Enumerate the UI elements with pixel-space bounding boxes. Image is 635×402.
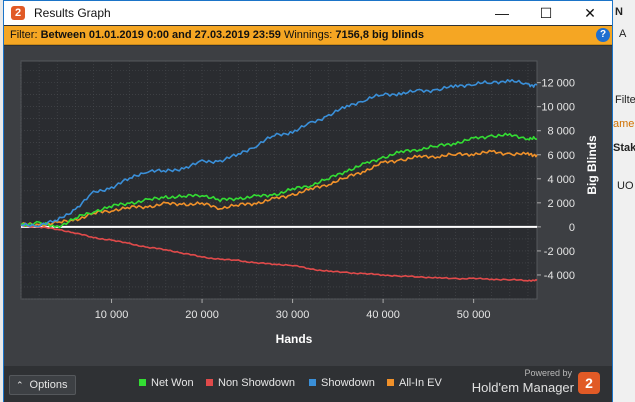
help-icon[interactable]: ? (596, 28, 610, 42)
background-text-stak: Stak (613, 142, 635, 154)
powered-by-text: Powered by (524, 368, 572, 378)
filter-summary: Filter: Between 01.01.2019 0:00 and 27.0… (10, 29, 424, 41)
legend-item-net-won[interactable]: Net Won (139, 377, 194, 389)
brand-block: Powered by Hold'em Manager 2 (471, 367, 606, 401)
winnings-value: 7156,8 big blinds (335, 29, 424, 41)
winnings-label: Winnings: (283, 29, 333, 41)
y-tick-label: -4 000 (544, 270, 575, 282)
legend-label-non-showdown: Non Showdown (218, 377, 296, 389)
y-tick-label: 6 000 (547, 150, 575, 162)
series-line-allin-ev (20, 149, 538, 227)
x-tick-label: 20 000 (185, 309, 219, 321)
legend-swatch-allin-ev (387, 379, 394, 386)
legend-swatch-net-won (139, 379, 146, 386)
close-button[interactable]: ✕ (584, 5, 596, 21)
brand-name: Hold'em Manager (471, 380, 574, 395)
y-tick-label: 0 (569, 222, 575, 234)
plot-background (20, 60, 538, 300)
app-logo-icon: 2 (11, 6, 25, 20)
filter-label: Filter: (10, 29, 38, 41)
chart-area: 10 000 20 000 30 000 40 000 50 000 12 000 10 0… (4, 46, 612, 366)
y-tick-label: -2 000 (544, 246, 575, 258)
brand-logo-icon: 2 (578, 372, 600, 394)
maximize-button[interactable]: ☐ (539, 5, 553, 21)
background-text-ame: ame (613, 118, 635, 130)
legend-item-allin-ev[interactable]: All-In EV (387, 377, 442, 389)
y-tick-label: 12 000 (541, 78, 575, 90)
footer-bar: ⌃ Options Net Won Non Showdown Showdown A… (4, 367, 612, 402)
options-label: Options (29, 379, 68, 391)
legend-swatch-non-showdown (206, 379, 213, 386)
y-tick-label: 10 000 (541, 102, 575, 114)
series-line-non-showdown (20, 224, 538, 282)
legend-label-net-won: Net Won (151, 377, 194, 389)
x-tick-label: 30 000 (276, 309, 310, 321)
background-text-n: N (615, 6, 623, 18)
series-line-showdown (20, 78, 538, 228)
legend-label-allin-ev: All-In EV (399, 377, 442, 389)
x-tick-label: 10 000 (95, 309, 129, 321)
x-tick-label: 40 000 (366, 309, 400, 321)
legend-label-showdown: Showdown (321, 377, 375, 389)
background-text-uo: UO (617, 180, 634, 192)
y-tick-label: 4 000 (547, 174, 575, 186)
series-line-net-won (20, 132, 538, 229)
results-chart: 10 000 20 000 30 000 40 000 50 000 12 000 10 0… (20, 60, 599, 346)
results-graph-window: 2 Results Graph — ☐ ✕ Filter: Between 01… (3, 0, 613, 402)
y-tick-label: 2 000 (547, 198, 575, 210)
chevron-up-icon: ⌃ (16, 380, 24, 390)
x-axis-label: Hands (276, 332, 313, 346)
background-text-a: A (619, 28, 627, 40)
title-bar[interactable]: 2 Results Graph — ☐ ✕ (4, 1, 612, 25)
y-axis-label: Big Blinds (585, 135, 599, 195)
legend-swatch-showdown (309, 379, 316, 386)
window-title: Results Graph (34, 6, 111, 20)
filter-bar: Filter: Between 01.01.2019 0:00 and 27.0… (4, 26, 612, 45)
options-button[interactable]: ⌃ Options (9, 375, 76, 395)
filter-range: Between 01.01.2019 0:00 and 27.03.2019 2… (40, 29, 281, 41)
legend-item-non-showdown[interactable]: Non Showdown (206, 377, 295, 389)
minimize-button[interactable]: — (495, 5, 509, 21)
x-tick-label: 50 000 (457, 309, 491, 321)
legend-item-showdown[interactable]: Showdown (309, 377, 375, 389)
background-text-filter: Filter (615, 94, 635, 106)
y-tick-label: 8 000 (547, 126, 575, 138)
